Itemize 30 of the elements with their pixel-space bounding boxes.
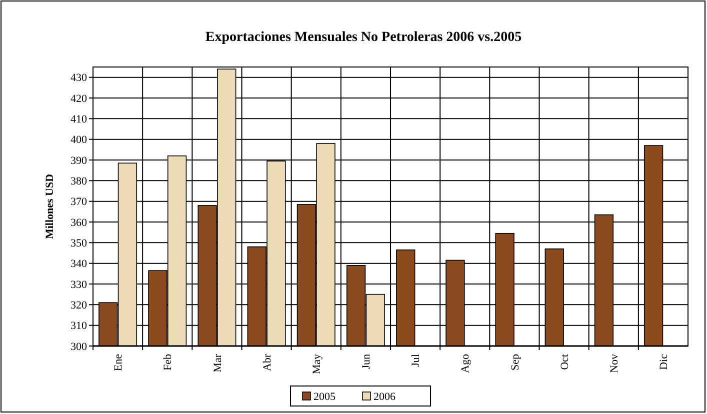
y-axis-title: Millones USD	[44, 174, 56, 240]
y-tick-label: 360	[70, 216, 88, 229]
x-tick-label: Feb	[162, 354, 174, 370]
x-tick-label: Abr	[261, 354, 274, 372]
x-tick-label: Dic	[658, 354, 670, 370]
y-tick-label: 300	[70, 340, 88, 353]
x-tick-label: Jun	[360, 354, 373, 370]
x-tick-label: Ago	[460, 354, 472, 373]
y-tick-label: 320	[70, 300, 88, 312]
x-tick-label: Ene	[112, 354, 125, 372]
legend-label: 2005	[314, 391, 336, 403]
y-tick-label: 330	[70, 278, 88, 291]
x-tick-label: Jul	[410, 354, 422, 367]
y-tick-label: 410	[70, 114, 88, 126]
legend-label: 2006	[374, 391, 396, 403]
x-tick-label: Mar	[212, 354, 224, 372]
y-tick-label: 370	[70, 196, 88, 208]
y-tick-label: 380	[70, 176, 88, 188]
y-tick-label: 400	[70, 134, 88, 146]
x-tick-label: Oct	[558, 354, 571, 370]
x-tick-label: Sep	[509, 354, 522, 370]
x-tick-label: Nov	[608, 354, 620, 373]
y-tick-label: 390	[70, 154, 88, 167]
y-tick-label: 430	[70, 72, 88, 84]
y-tick-label: 340	[70, 258, 88, 270]
chart-title: Exportaciones Mensuales No Petroleras 2006 vs.2005	[205, 30, 522, 45]
x-tick-label: May	[310, 354, 323, 374]
y-tick-label: 310	[70, 320, 88, 332]
y-tick-label: 350	[70, 238, 88, 250]
y-tick-label: 420	[70, 92, 88, 105]
